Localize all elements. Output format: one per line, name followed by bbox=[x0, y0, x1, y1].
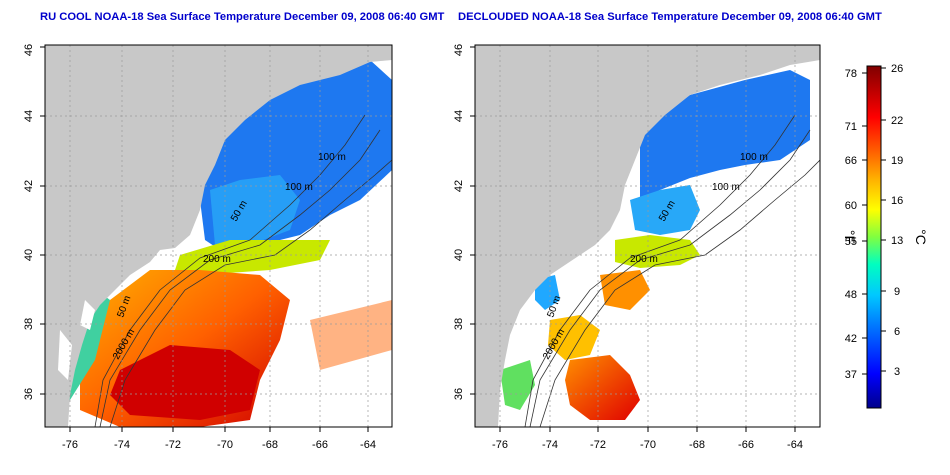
celsius-tick-label: 9 bbox=[894, 286, 900, 298]
left-chesapeake-bay bbox=[58, 330, 72, 380]
celsius-tick-label: 6 bbox=[894, 326, 900, 338]
left-lon-tick-label: -74 bbox=[114, 439, 130, 451]
right-lat-tick-label: 42 bbox=[453, 180, 465, 192]
right-contour-label: 200 m bbox=[630, 254, 658, 265]
right-yellow-patch bbox=[548, 315, 600, 360]
right-lat-tick-label: 44 bbox=[453, 110, 465, 122]
fahrenheit-tick-label: 55 bbox=[845, 236, 857, 248]
celsius-unit-label: °C bbox=[913, 229, 929, 245]
left-lat-tick-label: 46 bbox=[23, 44, 35, 56]
left-contour-line bbox=[109, 159, 392, 427]
right-lon-tick-label: -70 bbox=[640, 439, 656, 451]
left-lon-tick-label: -70 bbox=[217, 439, 233, 451]
celsius-tick-label: 22 bbox=[891, 115, 903, 127]
left-gulf-stream-core bbox=[110, 345, 260, 420]
right-contour-label: 100 m bbox=[712, 182, 740, 193]
right-land-mass bbox=[475, 45, 820, 427]
right-contour-line bbox=[539, 159, 820, 427]
left-map-panel: -76 -74 -72 -70 -68 -66 -64 36 38 40 42 … bbox=[23, 44, 393, 451]
right-lon-tick-label: -76 bbox=[492, 439, 508, 451]
fahrenheit-tick-label: 66 bbox=[845, 155, 857, 167]
right-contour-line bbox=[524, 114, 796, 427]
right-lon-tick-label: -68 bbox=[689, 439, 705, 451]
right-lon-tick-label: -66 bbox=[738, 439, 754, 451]
left-contour-label: 200 m bbox=[203, 254, 231, 265]
right-lat-tick-label: 46 bbox=[453, 44, 465, 56]
celsius-tick-label: 16 bbox=[891, 195, 903, 207]
right-map-panel: -76 -74 -72 -70 -68 -66 -64 36 38 40 42 … bbox=[453, 44, 821, 451]
right-lon-tick-label: -72 bbox=[590, 439, 606, 451]
right-lon-tick-label: -74 bbox=[542, 439, 558, 451]
left-offshore-warm-streaks bbox=[310, 300, 392, 370]
right-orange-patch bbox=[600, 270, 650, 310]
left-lat-tick-label: 42 bbox=[23, 180, 35, 192]
left-contour-label: 100 m bbox=[318, 152, 346, 163]
right-map-title: DECLOUDED NOAA-18 Sea Surface Temperatur… bbox=[458, 11, 882, 23]
fahrenheit-tick-label: 78 bbox=[845, 68, 857, 80]
right-axis-ticks bbox=[470, 46, 796, 432]
colorbar-ticks bbox=[862, 67, 886, 375]
colorbar-gradient bbox=[866, 65, 882, 409]
left-lat-tick-label: 38 bbox=[23, 318, 35, 330]
right-lat-tick-label: 36 bbox=[453, 388, 465, 400]
right-cold-water-region bbox=[640, 70, 810, 200]
right-lat-tick-label: 38 bbox=[453, 318, 465, 330]
celsius-tick-label: 26 bbox=[891, 63, 903, 75]
right-contour-label: 100 m bbox=[740, 152, 768, 163]
left-grid bbox=[45, 45, 392, 427]
left-contour-line bbox=[99, 129, 381, 427]
left-lat-tick-label: 36 bbox=[23, 388, 35, 400]
left-lon-tick-label: -64 bbox=[360, 439, 376, 451]
right-contour-line bbox=[529, 129, 811, 427]
celsius-tick-label: 19 bbox=[891, 155, 903, 167]
left-contour-line bbox=[94, 114, 366, 427]
left-lon-tick-label: -72 bbox=[165, 439, 181, 451]
celsius-tick-label: 13 bbox=[891, 235, 903, 247]
celsius-tick-label: 3 bbox=[894, 366, 900, 378]
right-shelf-yellow-band bbox=[615, 235, 700, 268]
left-land-mass bbox=[45, 45, 392, 427]
fahrenheit-tick-label: 42 bbox=[845, 333, 857, 345]
right-grid bbox=[475, 45, 820, 427]
left-map-title: RU COOL NOAA-18 Sea Surface Temperature … bbox=[40, 11, 445, 23]
left-lon-tick-label: -76 bbox=[62, 439, 78, 451]
fahrenheit-tick-label: 48 bbox=[845, 289, 857, 301]
left-contour-label: 100 m bbox=[285, 182, 313, 193]
left-delaware-bay bbox=[80, 300, 95, 330]
right-lon-tick-label: -64 bbox=[787, 439, 803, 451]
right-coastal-green-water bbox=[500, 360, 535, 410]
fahrenheit-tick-label: 71 bbox=[845, 121, 857, 133]
left-lon-tick-label: -66 bbox=[312, 439, 328, 451]
left-axis-ticks bbox=[40, 46, 369, 432]
right-cyan-water-region bbox=[630, 185, 700, 235]
left-cyan-water-region bbox=[210, 175, 300, 245]
temperature-colorbar: 78 71 66 60 55 48 42 37 26 22 19 16 13 9… bbox=[842, 63, 929, 409]
left-lat-tick-label: 44 bbox=[23, 110, 35, 122]
left-shelf-yellow-band bbox=[175, 240, 330, 275]
left-lat-tick-label: 40 bbox=[23, 249, 35, 261]
left-lon-tick-label: -68 bbox=[262, 439, 278, 451]
right-lat-tick-label: 40 bbox=[453, 249, 465, 261]
fahrenheit-unit-label: °F bbox=[842, 230, 858, 244]
left-map-frame bbox=[44, 44, 393, 428]
right-warm-water-region bbox=[565, 355, 640, 420]
fahrenheit-tick-label: 37 bbox=[845, 369, 857, 381]
fahrenheit-tick-label: 60 bbox=[845, 200, 857, 212]
